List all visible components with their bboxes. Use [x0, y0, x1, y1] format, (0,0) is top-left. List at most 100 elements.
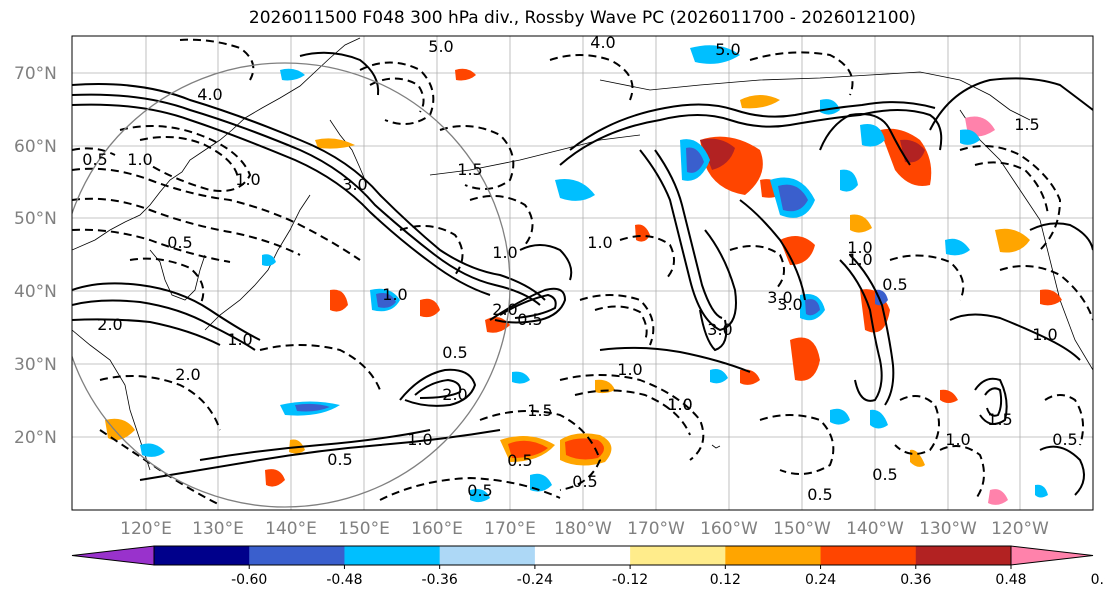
fill-patch — [295, 403, 330, 412]
map-layers — [72, 36, 1093, 510]
fill-patch — [508, 440, 548, 458]
fill-patch — [960, 129, 980, 145]
coastline-japan — [204, 194, 311, 331]
contour-label: 4.0 — [197, 85, 222, 104]
fill-patch — [376, 293, 396, 308]
fill-patch — [262, 254, 276, 266]
contour-label: 2.0 — [492, 300, 517, 319]
contour-label: 1.5 — [1014, 115, 1039, 134]
fill-patch — [455, 68, 476, 81]
contour-line — [139, 429, 501, 481]
contour-label: 5.0 — [428, 37, 453, 56]
contour-line — [299, 51, 380, 96]
fill-patch — [1035, 484, 1048, 498]
contour-line — [72, 282, 261, 341]
colorbar-tick-label: -0.36 — [422, 572, 458, 588]
fill-patch — [740, 95, 780, 109]
colorbar: -0.60 -0.48 -0.36 -0.24 -0.12 0.12 0.24 0.36 0.4… — [71, 545, 1105, 588]
contour-line — [399, 225, 464, 276]
contour-label: 1.5 — [457, 160, 482, 179]
lon-label: 120°E — [120, 519, 172, 539]
colorbar-segment — [154, 546, 250, 565]
contour-label: 1.5 — [527, 401, 552, 420]
contour-line — [619, 235, 675, 281]
contour-line — [729, 245, 785, 291]
colorbar-segment — [249, 546, 345, 565]
fill-patch — [700, 138, 735, 170]
contour-line — [139, 136, 239, 179]
contour-label: 1.0 — [127, 150, 152, 169]
colorbar-segment — [820, 546, 917, 565]
contour-label: 0.5 — [882, 275, 907, 294]
solid-contours — [72, 51, 1093, 496]
contour-label: 0.5 — [507, 451, 532, 470]
contour-line — [519, 244, 573, 281]
contour-label: 1.0 — [667, 395, 692, 414]
contour-label: 1.0 — [587, 233, 612, 252]
contour-label: 1.0 — [382, 285, 407, 304]
fill-patch — [940, 389, 958, 403]
contour-line — [819, 113, 911, 166]
contour-line — [759, 414, 835, 475]
coastline-aleutians — [429, 134, 641, 176]
contour-line — [369, 77, 425, 113]
fill-patch — [870, 409, 888, 429]
contour-line — [499, 293, 557, 319]
contour-label: 2.0 — [175, 365, 200, 384]
contour-line — [839, 259, 883, 402]
contour-line — [549, 54, 634, 101]
fill-patch — [595, 379, 615, 394]
contour-line — [99, 375, 221, 431]
contour-line — [594, 305, 648, 341]
contour-line — [359, 61, 435, 125]
fill-patch — [470, 489, 490, 503]
lat-label: 70°N — [14, 64, 57, 84]
contour-label: 1.0 — [235, 170, 260, 189]
contour-line — [129, 257, 205, 306]
contour-label: 1.0 — [847, 250, 872, 269]
contour-label: 1.0 — [847, 238, 872, 257]
contour-label: 0.5 — [572, 472, 597, 491]
contour-label: 3.0 — [767, 288, 792, 307]
colorbar-segment — [439, 546, 536, 565]
contour-label: 0.5 — [467, 481, 492, 500]
colorbar-tick-label: 0.36 — [900, 572, 931, 588]
contour-line — [739, 199, 806, 301]
coastline-alaska — [599, 71, 1031, 121]
contour-label: 1.0 — [492, 243, 517, 262]
coastlines — [72, 37, 1093, 471]
coastline-china — [72, 329, 151, 471]
contour-line — [999, 265, 1093, 321]
lon-label: 140°W — [846, 519, 904, 539]
contour-line — [599, 346, 751, 373]
lat-label: 50°N — [14, 209, 57, 229]
contour-label: 5.0 — [715, 40, 740, 59]
region-circle — [72, 62, 511, 508]
contour-line — [119, 125, 252, 192]
lon-label: 150°E — [338, 519, 390, 539]
contour-line — [72, 228, 231, 263]
fill-patch — [420, 298, 440, 318]
contour-label: 3.0 — [342, 175, 367, 194]
fill-patch — [830, 408, 850, 425]
fill-patch — [686, 147, 704, 173]
fill-patch — [555, 179, 595, 201]
contour-line — [399, 368, 477, 407]
contour-labels: 5.0 4.0 5.0 4.0 3.0 1.0 3.0 1.0 0.5 0.5 1.0 2.0 1.5 0… — [82, 33, 1077, 504]
contour-line — [574, 389, 691, 436]
contour-line — [959, 145, 1062, 251]
contour-line — [259, 344, 381, 391]
lon-label: 180°W — [554, 519, 612, 539]
contour-line — [72, 147, 116, 156]
longitude-labels: 120°E 130°E 140°E 150°E 160°E 170°E 180°W 170°W… — [120, 519, 1049, 539]
contour-line — [579, 294, 655, 346]
colorbar-segment — [915, 546, 1012, 565]
fill-patch — [995, 228, 1030, 253]
contour-line — [889, 254, 965, 301]
colorbar-tick-label: 0.60 — [1091, 572, 1105, 588]
contour-line — [72, 83, 546, 301]
contour-label: 3.0 — [777, 295, 802, 314]
fill-patch — [565, 438, 604, 460]
contour-line — [939, 445, 985, 501]
colorbar-segment — [725, 546, 822, 565]
